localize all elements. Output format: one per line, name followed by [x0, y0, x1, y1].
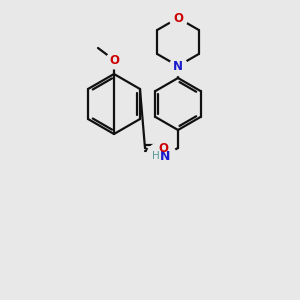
Text: H: H: [152, 151, 160, 161]
Text: N: N: [173, 59, 183, 73]
Text: N: N: [160, 151, 170, 164]
Text: O: O: [158, 142, 168, 154]
Text: O: O: [109, 53, 119, 67]
Text: O: O: [173, 11, 183, 25]
